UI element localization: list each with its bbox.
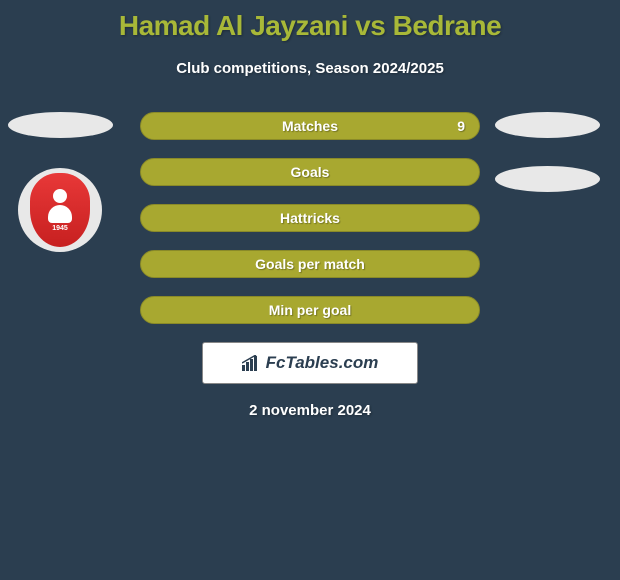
stat-value: 9 [457,118,465,134]
badge-year: 1945 [52,225,68,232]
player-ellipse [495,166,600,192]
stat-label: Hattricks [280,210,340,226]
stat-row-hattricks: Hattricks [140,204,480,232]
stat-rows: Matches 9 Goals Hattricks Goals per matc… [140,112,480,324]
date-text: 2 november 2024 [0,402,620,419]
page-subtitle: Club competitions, Season 2024/2025 [0,60,620,77]
stat-label: Goals per match [255,256,365,272]
player-ellipse [8,112,113,138]
chart-icon [242,355,262,371]
stat-row-mpg: Min per goal [140,296,480,324]
stat-row-gpm: Goals per match [140,250,480,278]
stat-row-goals: Goals [140,158,480,186]
logo-text: FcTables.com [242,353,379,373]
left-player-placeholders [8,112,113,166]
player-ellipse [495,112,600,138]
stat-label: Min per goal [269,302,351,318]
badge-shield: 1945 [30,173,90,247]
right-player-placeholders [495,112,600,220]
badge-player-body [48,205,72,223]
badge-player-head [53,189,67,203]
page-title: Hamad Al Jayzani vs Bedrane [0,0,620,42]
logo-label: FcTables.com [266,353,379,373]
branding-logo[interactable]: FcTables.com [202,342,418,384]
stat-label: Goals [291,164,330,180]
left-club-badge: 1945 [18,168,102,252]
stat-row-matches: Matches 9 [140,112,480,140]
stat-label: Matches [282,118,338,134]
comparison-container: 1945 Matches 9 Goals Hattricks Goals per… [0,112,620,324]
